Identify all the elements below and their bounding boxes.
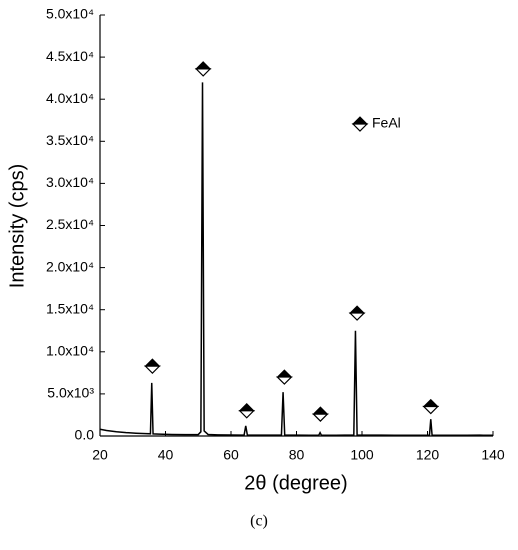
marker-bottom [351, 123, 369, 132]
marker-bottom [143, 365, 161, 374]
y-axis-label: Intensity (cps) [6, 164, 28, 288]
marker [311, 406, 329, 422]
x-tick-label: 40 [158, 447, 174, 463]
marker [351, 116, 369, 132]
marker-top [276, 369, 293, 378]
y-tick-label: 1.5x10⁴ [46, 300, 94, 316]
y-tick-label: 4.5x10⁴ [46, 48, 94, 64]
marker-bottom [238, 410, 256, 419]
marker-top [144, 358, 161, 367]
marker [422, 398, 440, 415]
x-tick-label: 140 [481, 447, 505, 463]
marker-bottom [275, 376, 293, 385]
marker-bottom [194, 68, 212, 77]
data-line [99, 82, 494, 436]
marker [348, 305, 366, 321]
marker-bottom [422, 405, 440, 415]
x-tick-label: 120 [416, 447, 440, 463]
marker-top [312, 406, 329, 415]
marker-top [422, 398, 439, 408]
y-tick-label: 3.0x10⁴ [46, 174, 94, 190]
y-tick-label: 1.0x10⁴ [46, 343, 94, 359]
y-tick-label: 0.0 [75, 427, 95, 443]
x-tick-label: 60 [223, 447, 239, 463]
marker-top [348, 305, 366, 314]
marker-top [238, 403, 255, 412]
marker [143, 358, 161, 374]
marker-top [351, 116, 369, 125]
marker [238, 403, 256, 419]
y-tick-label: 2.5x10⁴ [46, 216, 94, 232]
x-tick-label: 80 [289, 447, 305, 463]
marker [275, 369, 293, 385]
x-tick-label: 20 [92, 447, 108, 463]
legend-label: FeAl [372, 115, 401, 131]
caption: (c) [250, 513, 268, 530]
y-tick-label: 3.5x10⁴ [46, 132, 94, 148]
y-tick-label: 4.0x10⁴ [46, 90, 94, 106]
marker-top [194, 61, 212, 70]
y-tick-label: 2.0x10⁴ [46, 258, 94, 274]
marker-bottom [348, 312, 366, 321]
y-tick-label: 5.0x10³ [47, 385, 94, 401]
x-tick-label: 100 [350, 447, 374, 463]
marker-bottom [311, 413, 329, 422]
y-tick-label: 5.0x10⁴ [46, 6, 94, 22]
marker [194, 61, 212, 77]
x-axis-label: 2θ (degree) [244, 472, 347, 494]
